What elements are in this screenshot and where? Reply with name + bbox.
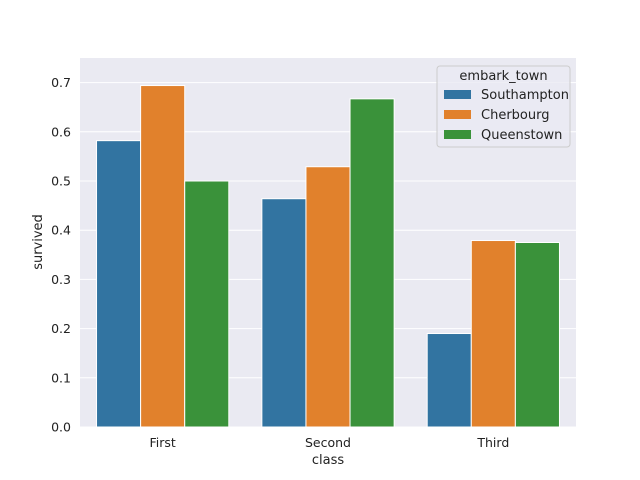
x-axis-label: class xyxy=(312,453,344,468)
bar-southampton-third xyxy=(426,333,472,428)
y-tick-label: 0.7 xyxy=(51,75,71,90)
bar-cherbourg-first xyxy=(140,85,186,428)
x-tick-label: Second xyxy=(305,435,351,450)
bar-queenstown-second xyxy=(349,98,395,428)
x-tick-label: Third xyxy=(476,435,509,450)
y-tick-label: 0.5 xyxy=(51,174,71,189)
legend: embark_town Southampton Cherbourg Queenstow… xyxy=(436,65,571,148)
legend-label-southampton: Southampton xyxy=(481,88,569,103)
bar-queenstown-third xyxy=(514,242,560,428)
legend-label-queenstown: Queenstown xyxy=(481,128,562,143)
bar-cherbourg-second xyxy=(305,166,351,428)
bar-southampton-second xyxy=(261,198,307,428)
y-tick-label: 0.4 xyxy=(51,223,71,238)
legend-swatch-cherbourg xyxy=(444,110,471,119)
y-tick-label: 0.0 xyxy=(51,420,71,435)
y-tick-labels: 0.0 0.1 0.2 0.3 0.4 0.5 0.6 0.7 xyxy=(51,75,71,434)
bars xyxy=(96,85,560,428)
x-tick-label: First xyxy=(150,435,176,450)
legend-label-cherbourg: Cherbourg xyxy=(481,108,549,123)
y-tick-label: 0.1 xyxy=(51,370,71,385)
bar-queenstown-first xyxy=(184,180,230,428)
legend-title: embark_town xyxy=(459,69,547,84)
x-tick-labels: First Second Third xyxy=(150,435,510,450)
y-tick-label: 0.6 xyxy=(51,124,71,139)
bar-southampton-first xyxy=(96,140,142,428)
legend-swatch-southampton xyxy=(444,90,471,99)
y-axis-label: survived xyxy=(31,214,46,270)
y-tick-label: 0.3 xyxy=(51,272,71,287)
legend-box xyxy=(436,65,571,148)
legend-swatch-queenstown xyxy=(444,130,471,139)
y-tick-label: 0.2 xyxy=(51,321,71,336)
bar-cherbourg-third xyxy=(470,240,516,428)
